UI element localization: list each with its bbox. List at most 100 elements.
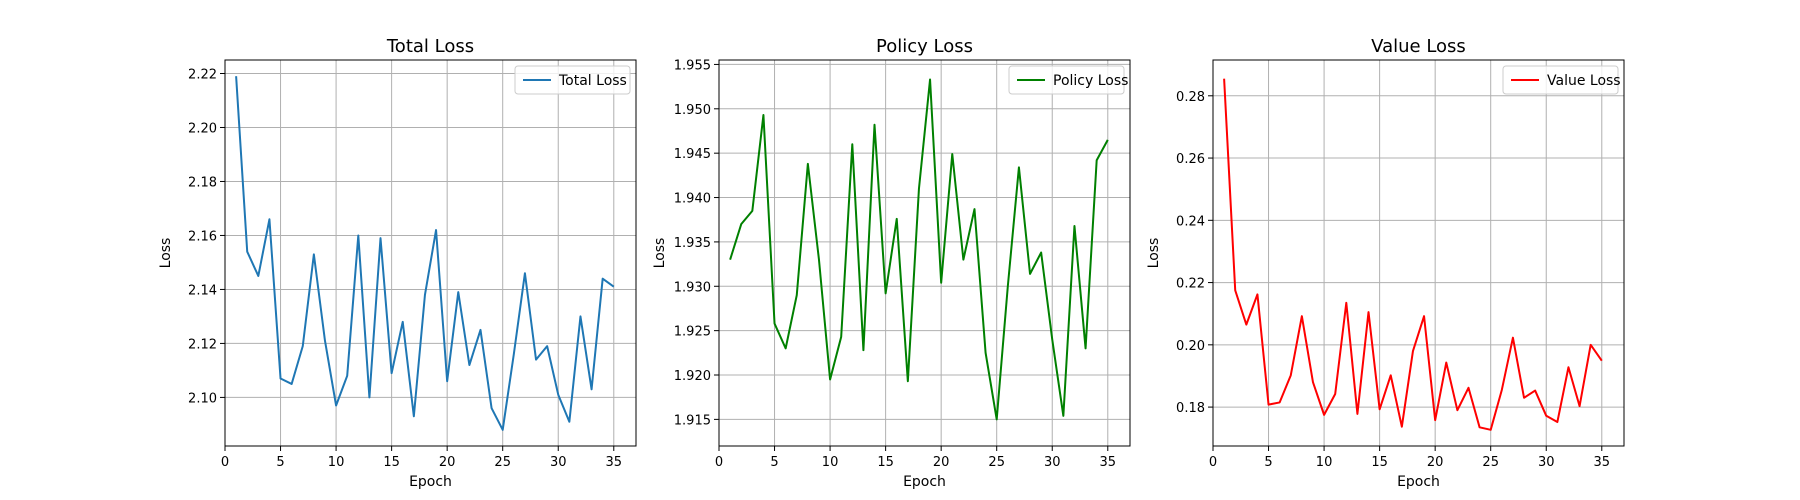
x-tick-label: 35 [1594,455,1611,470]
total-loss-point [335,405,337,407]
legend-box [1008,65,1125,95]
value-loss-point [1412,350,1414,352]
total-loss-point [457,291,459,293]
y-tick-label: 2.14 [188,283,217,298]
value-loss-point [1401,426,1403,428]
total-loss-point [235,75,237,77]
policy-loss-point [907,380,909,382]
x-tick-label: 5 [770,455,778,470]
total-loss-point [280,378,282,380]
value-loss-point [1545,415,1547,417]
policy-loss-point [1107,139,1109,141]
total-loss-point [602,278,604,280]
value-loss-point [1356,413,1358,415]
policy-loss-point [1018,166,1020,168]
x-axis-label: Epoch [903,474,946,490]
policy-loss-point [1062,415,1064,417]
x-tick-label: 15 [383,455,400,470]
y-tick-label: 1.915 [674,413,711,428]
x-axis-label: Epoch [1397,474,1440,490]
chart-title: Total Loss [386,36,474,57]
total-loss-point [302,345,304,347]
y-tick-label: 0.24 [1176,214,1205,229]
policy-loss-point [785,347,787,349]
x-tick-label: 35 [1100,455,1117,470]
total-loss-point [613,286,615,288]
policy-loss-point [918,188,920,190]
policy-loss-point [840,336,842,338]
value-loss-point [1501,389,1503,391]
x-tick-label: 0 [1209,455,1217,470]
x-tick-label: 20 [933,455,950,470]
policy-loss-point [885,292,887,294]
value-loss-point [1334,393,1336,395]
x-tick-label: 20 [439,455,456,470]
policy-loss-point [774,323,776,325]
x-tick-label: 15 [1371,455,1388,470]
policy-loss-point [729,259,731,261]
value-loss-point [1534,390,1536,392]
policy-loss-point [929,79,931,81]
total-loss-point [446,380,448,382]
value-loss-point [1245,324,1247,326]
policy-loss-point [1096,159,1098,161]
total-loss-point [391,372,393,374]
legend-label: Value Loss [1547,73,1621,89]
x-tick-label: 10 [822,455,839,470]
value-loss-point [1234,289,1236,291]
y-tick-label: 2.10 [188,391,217,406]
total-loss-point [513,353,515,355]
y-tick-label: 0.18 [1176,401,1205,416]
value-loss-point [1301,315,1303,317]
value-loss-point [1512,337,1514,339]
x-tick-label: 30 [1044,455,1061,470]
policy-loss-point [996,418,998,420]
legend: Policy Loss [1008,65,1128,95]
total-loss-point [246,251,248,253]
value-loss-point [1556,421,1558,423]
policy-loss-point [940,282,942,284]
total-loss-point [524,272,526,274]
value-loss-point [1223,78,1225,80]
total-loss-point [257,275,259,277]
policy-loss-point [1007,285,1009,287]
policy-loss-point [896,218,898,220]
x-axis-label: Epoch [409,474,452,490]
y-tick-label: 2.16 [188,229,217,244]
y-axis-label: Loss [1146,238,1162,269]
x-tick-label: 30 [550,455,567,470]
total-loss-point [346,375,348,377]
value-loss-point [1345,302,1347,304]
legend: Value Loss [1502,65,1621,95]
x-tick-label: 10 [328,455,345,470]
value-loss-point [1445,362,1447,364]
x-tick-label: 15 [877,455,894,470]
total-loss-point [557,394,559,396]
total-loss-point [357,234,359,236]
policy-loss-point [807,163,809,165]
y-axis-label: Loss [158,238,174,269]
policy-loss-point [962,259,964,261]
legend-box [514,65,631,95]
total-loss-point [491,407,493,409]
x-tick-label: 25 [1482,455,1499,470]
policy-loss-point [951,153,953,155]
total-loss-point [313,253,315,255]
x-tick-label: 20 [1427,455,1444,470]
y-tick-label: 1.935 [674,236,711,251]
total-loss-point [591,388,593,390]
value-loss-point [1490,429,1492,431]
value-loss-point [1423,315,1425,317]
total-loss-point [568,421,570,423]
y-tick-label: 0.26 [1176,152,1205,167]
y-axis-label: Loss [652,238,668,269]
total-loss-point [368,396,370,398]
x-tick-label: 0 [221,455,229,470]
value-loss-point [1379,408,1381,410]
y-tick-label: 1.955 [674,58,711,73]
value-loss-point [1479,426,1481,428]
total-loss-point [268,218,270,220]
x-tick-label: 5 [1264,455,1272,470]
value-loss-point [1390,374,1392,376]
